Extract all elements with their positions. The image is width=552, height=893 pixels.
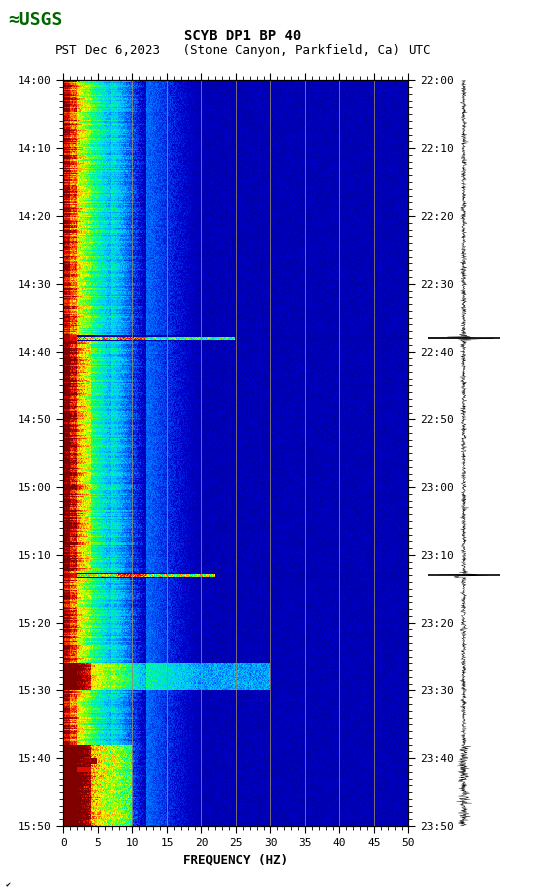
Text: Dec 6,2023   (Stone Canyon, Parkfield, Ca): Dec 6,2023 (Stone Canyon, Parkfield, Ca): [86, 44, 400, 56]
X-axis label: FREQUENCY (HZ): FREQUENCY (HZ): [183, 854, 289, 866]
Text: ≈USGS: ≈USGS: [8, 11, 63, 29]
Text: UTC: UTC: [408, 44, 431, 56]
Text: ✔: ✔: [6, 880, 10, 889]
Text: PST: PST: [55, 44, 78, 56]
Text: SCYB DP1 BP 40: SCYB DP1 BP 40: [184, 29, 301, 43]
